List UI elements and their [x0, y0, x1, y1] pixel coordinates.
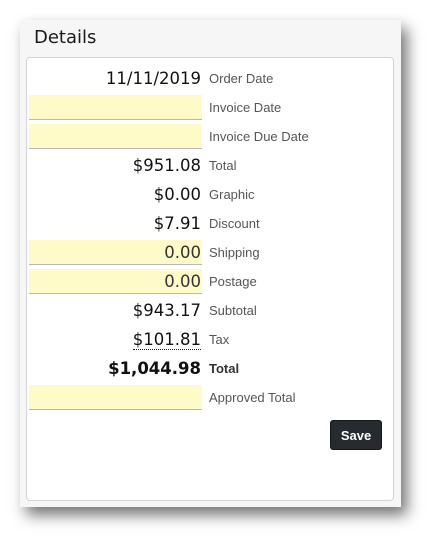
grand-total-row: $1,044.98 Total [29, 356, 389, 381]
postage-row: 0.00 Postage [29, 269, 389, 294]
order-date-label: Order Date [209, 71, 274, 86]
shipping-row: 0.00 Shipping [29, 240, 389, 265]
invoice-due-date-label: Invoice Due Date [209, 129, 309, 144]
shipping-input[interactable]: 0.00 [29, 240, 202, 265]
discount-value: $7.91 [153, 214, 201, 233]
tax-value-link[interactable]: $101.81 [132, 330, 201, 350]
invoice-due-date-row: Invoice Due Date [29, 124, 389, 149]
grand-total-value: $1,044.98 [108, 359, 201, 378]
tax-label: Tax [209, 332, 230, 347]
subtotal-label: Subtotal [209, 303, 257, 318]
subtotal-value: $943.17 [132, 301, 201, 320]
panel-title: Details [34, 27, 97, 48]
details-panel: Details 11/11/2019 Order Date Invoice Da… [20, 20, 401, 507]
graphic-value: $0.00 [153, 185, 201, 204]
invoice-date-row: Invoice Date [29, 95, 389, 120]
details-form: 11/11/2019 Order Date Invoice Date Invoi… [26, 57, 394, 501]
total-label: Total [209, 158, 237, 173]
graphic-label: Graphic [209, 187, 255, 202]
approved-total-input[interactable] [29, 385, 202, 410]
shipping-label: Shipping [209, 245, 260, 260]
invoice-due-date-input[interactable] [29, 124, 202, 149]
total-row: $951.08 Total [29, 153, 389, 178]
save-button[interactable]: Save [330, 420, 382, 450]
graphic-row: $0.00 Graphic [29, 182, 389, 207]
subtotal-row: $943.17 Subtotal [29, 298, 389, 323]
invoice-date-input[interactable] [29, 95, 202, 120]
approved-total-row: Approved Total [29, 385, 389, 410]
grand-total-label: Total [209, 361, 240, 376]
order-date-value: 11/11/2019 [105, 69, 201, 88]
postage-input[interactable]: 0.00 [29, 269, 202, 294]
discount-label: Discount [209, 216, 260, 231]
discount-row: $7.91 Discount [29, 211, 389, 236]
approved-total-label: Approved Total [209, 390, 296, 405]
tax-row: $101.81 Tax [29, 327, 389, 352]
postage-label: Postage [209, 274, 257, 289]
tax-value-cell: $101.81 [29, 327, 202, 352]
order-date-row: 11/11/2019 Order Date [29, 66, 389, 91]
total-value: $951.08 [132, 156, 201, 175]
invoice-date-label: Invoice Date [209, 100, 282, 115]
